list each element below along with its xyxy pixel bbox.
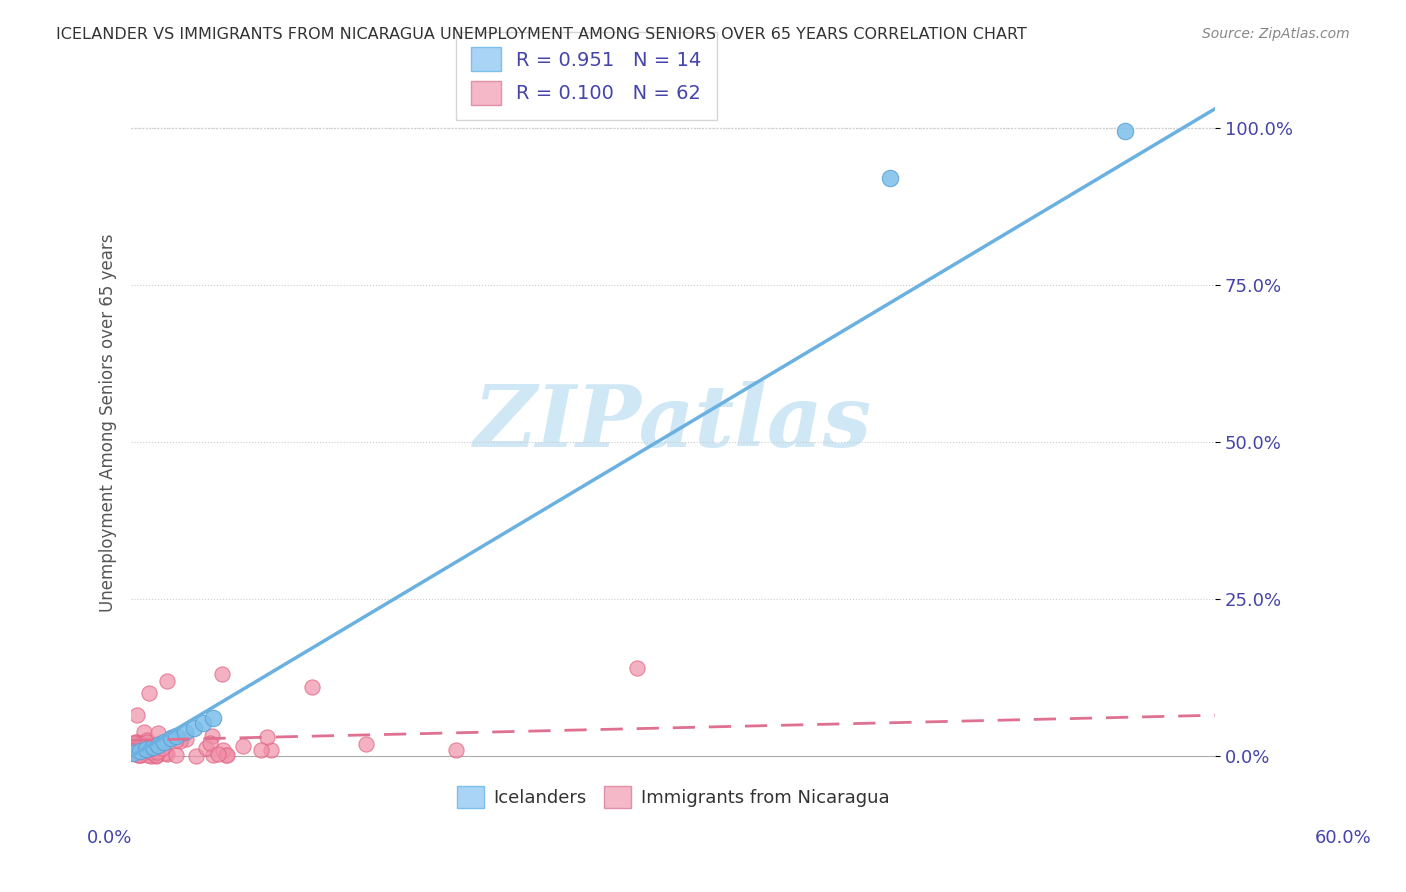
Point <box>121 744 143 758</box>
Point <box>125 744 148 758</box>
Point <box>153 746 176 760</box>
Point <box>201 748 224 763</box>
Text: ZIPatlas: ZIPatlas <box>474 381 872 465</box>
Point <box>156 673 179 688</box>
Point <box>122 739 145 754</box>
Point <box>136 747 159 762</box>
Point <box>174 732 197 747</box>
Point <box>249 743 271 757</box>
Point <box>165 729 187 743</box>
Point <box>125 745 148 759</box>
Point <box>125 708 148 723</box>
Point <box>162 731 184 745</box>
Point <box>124 742 146 756</box>
Point <box>132 745 155 759</box>
Point <box>129 738 152 752</box>
Point <box>145 748 167 763</box>
Point <box>129 747 152 761</box>
Point <box>129 748 152 763</box>
Point <box>145 745 167 759</box>
Point <box>145 748 167 763</box>
Point <box>129 744 152 758</box>
Point <box>183 721 205 735</box>
Point <box>122 746 145 760</box>
Point <box>152 741 174 756</box>
Point <box>127 748 149 763</box>
Point <box>129 737 152 751</box>
Point <box>193 716 215 731</box>
Point <box>139 742 162 756</box>
Point <box>160 731 183 746</box>
Point <box>207 747 229 761</box>
Point <box>215 747 238 762</box>
Point <box>145 745 167 759</box>
Point <box>201 711 224 725</box>
Point <box>256 730 278 744</box>
Point <box>127 739 149 754</box>
Point <box>124 735 146 749</box>
Text: ICELANDER VS IMMIGRANTS FROM NICARAGUA UNEMPLOYMENT AMONG SENIORS OVER 65 YEARS : ICELANDER VS IMMIGRANTS FROM NICARAGUA U… <box>56 27 1028 42</box>
Point <box>301 680 323 694</box>
Point <box>174 725 197 739</box>
Point <box>201 729 224 743</box>
Point <box>146 737 169 751</box>
Point <box>125 737 148 751</box>
Point <box>128 747 150 762</box>
Point <box>200 736 222 750</box>
Point <box>141 749 163 764</box>
Point <box>156 747 179 761</box>
Point <box>152 735 174 749</box>
Point <box>165 747 187 762</box>
Point <box>121 746 143 760</box>
Point <box>626 661 648 675</box>
Point <box>121 741 143 756</box>
Point <box>132 725 155 739</box>
Point <box>186 748 208 763</box>
Point <box>232 739 254 753</box>
Text: 60.0%: 60.0% <box>1315 829 1371 847</box>
Point <box>165 733 187 747</box>
Point <box>142 739 165 754</box>
Point <box>122 746 145 760</box>
Point <box>211 743 233 757</box>
Point <box>879 171 901 186</box>
Point <box>146 726 169 740</box>
Point <box>211 667 233 681</box>
Legend: Icelanders, Immigrants from Nicaragua: Icelanders, Immigrants from Nicaragua <box>450 779 897 815</box>
Point <box>138 686 160 700</box>
Point <box>215 748 238 763</box>
Point <box>136 735 159 749</box>
Point <box>135 733 157 747</box>
Point <box>446 743 468 757</box>
Point <box>125 735 148 749</box>
Text: Source: ZipAtlas.com: Source: ZipAtlas.com <box>1202 27 1350 41</box>
Text: 0.0%: 0.0% <box>87 829 132 847</box>
Point <box>260 743 283 757</box>
Point <box>195 741 218 756</box>
Point <box>139 745 162 759</box>
Point <box>135 741 157 756</box>
Point <box>148 738 170 752</box>
Point <box>1114 124 1136 138</box>
Y-axis label: Unemployment Among Seniors over 65 years: Unemployment Among Seniors over 65 years <box>100 234 117 612</box>
Point <box>122 736 145 750</box>
Point <box>169 733 191 747</box>
Point <box>354 737 377 751</box>
